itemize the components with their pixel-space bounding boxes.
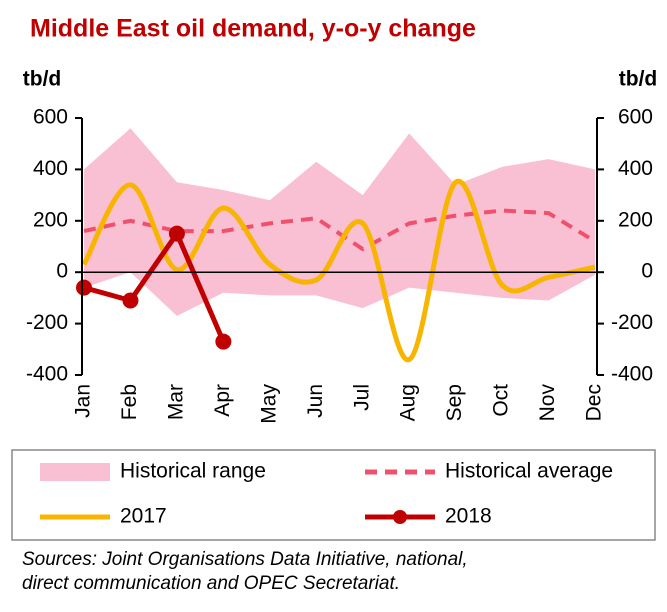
y2-tick-label: -400	[611, 363, 653, 386]
x-tick-label: Dec	[583, 384, 606, 421]
x-tick-label: Jul	[350, 384, 373, 411]
legend-label: 2017	[120, 505, 167, 528]
range-area	[84, 128, 595, 316]
series-line	[81, 178, 596, 363]
series-line	[83, 231, 226, 343]
y-axis-label: tb/d	[23, 68, 61, 91]
plot-area	[76, 128, 597, 363]
x-tick-label: Jan	[72, 384, 95, 418]
y2-axis-label: tb/d	[619, 68, 657, 91]
y2-tick-label: -200	[611, 311, 653, 334]
x-tick-label: Apr	[211, 384, 234, 417]
legend-label: 2018	[445, 505, 492, 528]
y2-tick-label: 200	[618, 208, 653, 231]
legend-box	[11, 449, 656, 541]
legend-swatch	[40, 463, 110, 481]
y2-tick-label: 400	[618, 157, 653, 180]
y2-tick-label: 0	[641, 260, 653, 283]
y2-tick-label: 600	[618, 106, 653, 129]
y-tick-label: 200	[33, 208, 68, 231]
y-tick-label: -400	[26, 363, 68, 386]
point	[215, 333, 232, 350]
x-tick-label: Oct	[490, 384, 513, 417]
x-tick-label: Jun	[304, 384, 327, 418]
point	[76, 279, 92, 296]
x-tick-label: May	[257, 384, 280, 424]
x-tick-label: Feb	[118, 384, 141, 420]
legend-label: Historical average	[445, 460, 613, 483]
x-tick-label: Sep	[443, 384, 466, 421]
note: direct communication and OPEC Secretaria…	[22, 573, 400, 594]
chart-title: Middle East oil demand, y-o-y change	[30, 15, 476, 43]
y-tick-label: 0	[56, 260, 68, 283]
y-tick-label: -200	[26, 311, 68, 334]
point	[168, 225, 185, 242]
note: Sources: Joint Organisations Data Initia…	[22, 549, 468, 570]
series-line	[83, 208, 597, 252]
y-tick-label: 400	[33, 157, 68, 180]
legend-marker	[393, 510, 407, 524]
y-tick-label: 600	[33, 106, 68, 129]
x-tick-label: Aug	[397, 384, 420, 421]
point	[122, 292, 139, 309]
x-tick-label: Mar	[164, 384, 187, 420]
legend-label: Historical range	[120, 460, 266, 483]
x-tick-label: Nov	[536, 384, 559, 422]
